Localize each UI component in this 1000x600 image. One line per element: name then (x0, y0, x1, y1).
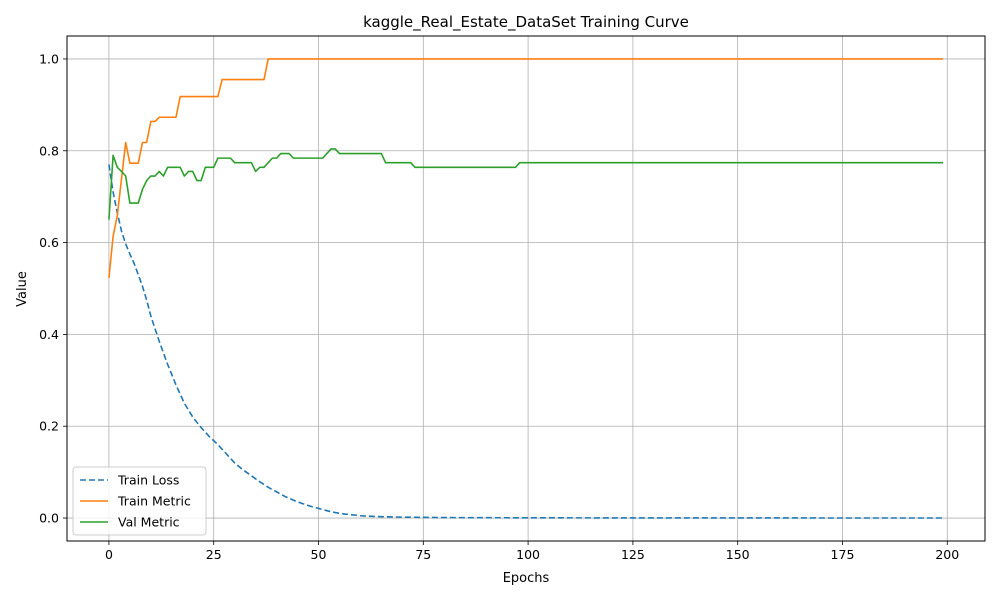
y-tick-label: 0.2 (39, 419, 59, 434)
x-tick-label: 125 (621, 547, 645, 562)
legend-label-val-metric: Val Metric (118, 515, 180, 530)
y-tick-label: 0.4 (39, 327, 59, 342)
y-tick-label: 1.0 (39, 51, 59, 66)
legend-box (72, 466, 207, 536)
grid (67, 36, 985, 541)
ticks: 0 25 50 75 100 125 150 175 200 0.0 0.2 0.4 0.6 0.8 1.0 (39, 51, 959, 562)
y-tick-label: 0.0 (39, 511, 59, 526)
series-line-val-metric (108, 148, 944, 220)
y-tick-label: 0.6 (39, 235, 59, 250)
y-axis-label: Value (15, 271, 30, 307)
series-line-train-metric (108, 58, 944, 279)
series-layer (108, 58, 944, 519)
x-tick-label: 75 (415, 547, 431, 562)
chart-title: kaggle_Real_Estate_DataSet Training Curv… (363, 13, 689, 32)
legend-label-train-loss: Train Loss (117, 473, 179, 488)
x-tick-label: 150 (726, 547, 750, 562)
x-tick-label: 175 (831, 547, 855, 562)
x-tick-label: 25 (206, 547, 222, 562)
x-tick-label: 50 (311, 547, 327, 562)
series-line-train-loss (108, 164, 944, 519)
x-tick-label: 200 (935, 547, 959, 562)
legend: Train Loss Train Metric Val Metric (72, 466, 207, 536)
x-tick-label: 100 (516, 547, 540, 562)
y-tick-label: 0.8 (39, 143, 59, 158)
x-tick-label: 0 (105, 547, 113, 562)
x-axis-label: Epochs (503, 571, 550, 586)
legend-label-train-metric: Train Metric (117, 494, 191, 509)
plot-frame (66, 35, 986, 542)
